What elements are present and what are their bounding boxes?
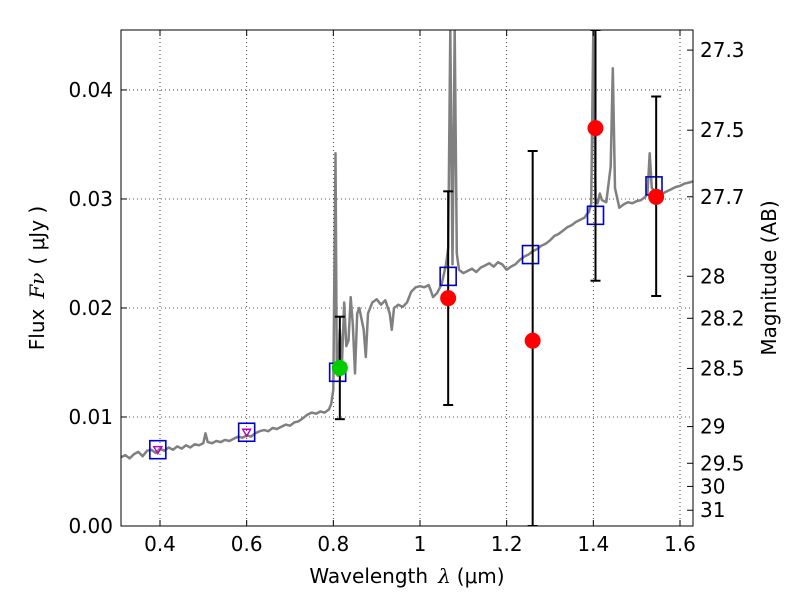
upper-limit-marker [152, 445, 164, 456]
plot-frame [120, 29, 694, 527]
y2-tick-label: 27.7 [700, 185, 745, 209]
y-axis-title: Flux Fν ( μJy ) [25, 206, 49, 350]
x-tick-label: 0.8 [317, 532, 349, 556]
ticks: 0.4 0.6 0.8 1 1.2 1.4 1.6 0.00 0.01 0.02 0.03 0.04 2… [68, 30, 745, 556]
x-axis-unit: (μm) [457, 564, 505, 588]
model-photometry-square [237, 422, 256, 443]
y2-tick-label: 27.5 [700, 118, 745, 142]
x-axis-title: Wavelength λ (μm) [309, 564, 504, 588]
y2-tick-label: 31 [700, 498, 725, 522]
x-tick-label: 1.2 [491, 532, 523, 556]
upper-limit-marker [241, 428, 252, 438]
x-tick-label: 0.6 [231, 532, 263, 556]
y2-tick-label: 29 [700, 415, 725, 439]
y2-tick-label: 28.2 [700, 306, 745, 330]
y-tick-label: 0.00 [68, 514, 113, 538]
y-axis-title-text: Flux [25, 308, 49, 350]
y-axis-symbol: Fν [25, 273, 49, 300]
y2-tick-label: 28 [700, 264, 725, 288]
x-tick-label: 1 [414, 532, 427, 556]
y-tick-label: 0.02 [68, 296, 113, 320]
observed-data-point [587, 120, 604, 137]
sed-model-line [121, 30, 693, 460]
y2-tick-label: 27.3 [700, 38, 745, 62]
data-layer [121, 30, 693, 526]
y2-axis-title: Magnitude (AB) [757, 200, 781, 355]
x-axis-symbol: λ [437, 564, 451, 588]
observed-data-point [524, 332, 541, 349]
y2-tick-label: 29.5 [700, 451, 745, 475]
x-tick-label: 1.4 [577, 532, 609, 556]
y-tick-label: 0.01 [68, 405, 113, 429]
y2-tick-label: 30 [700, 474, 725, 498]
y-tick-label: 0.03 [68, 187, 113, 211]
x-tick-label: 1.6 [664, 532, 696, 556]
observed-data-point [440, 290, 457, 307]
x-tick-label: 0.4 [144, 532, 176, 556]
observed-data-point [648, 188, 665, 205]
y2-tick-label: 28.5 [700, 356, 745, 380]
model-photometry-square [149, 439, 167, 460]
model-photometry-square [521, 244, 540, 265]
x-axis-title-text: Wavelength [309, 564, 428, 588]
y-tick-label: 0.04 [68, 78, 113, 102]
observed-data-point [331, 359, 348, 376]
y-axis-unit: ( μJy ) [25, 206, 49, 265]
